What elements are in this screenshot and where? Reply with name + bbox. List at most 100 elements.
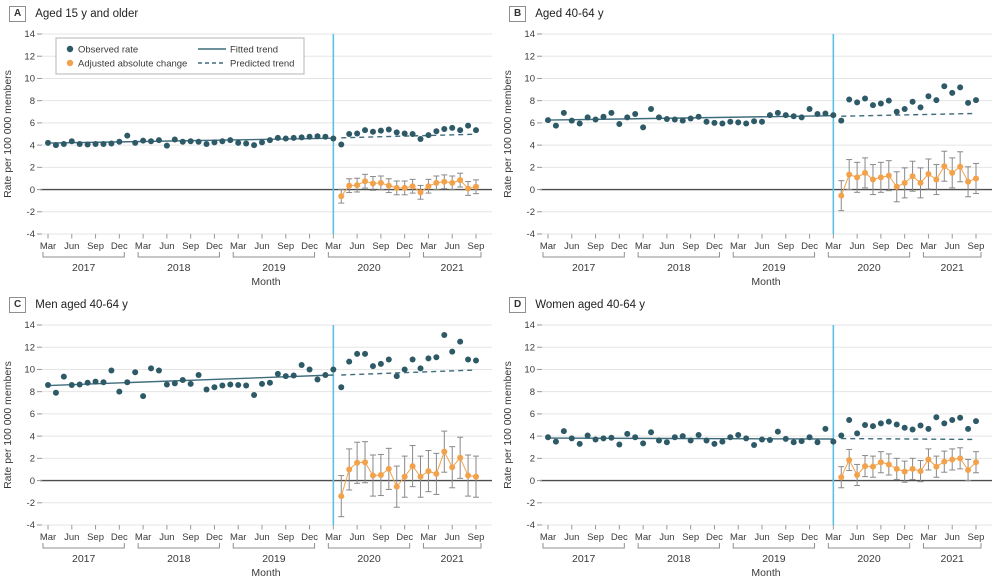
- svg-text:Sep: Sep: [372, 532, 389, 543]
- year-label: 2017: [72, 553, 96, 565]
- chart-panel-c: 14 12 10 8 6 4 2 0 -2 -4 Rate per 100 000 members M…: [2, 320, 492, 579]
- year-bracket: [827, 252, 911, 258]
- svg-text:Dec: Dec: [396, 241, 413, 252]
- svg-text:14: 14: [524, 320, 535, 331]
- svg-text:Dec: Dec: [396, 532, 413, 543]
- svg-text:-4: -4: [27, 520, 35, 531]
- svg-text:Mar: Mar: [325, 241, 341, 252]
- svg-text:Mar: Mar: [230, 241, 246, 252]
- year-bracket: [542, 252, 625, 258]
- year-label: 2020: [357, 553, 381, 565]
- panel-d-letter-badge: D: [509, 297, 527, 313]
- svg-text:-2: -2: [527, 207, 535, 218]
- svg-text:Jun: Jun: [445, 532, 460, 543]
- svg-text:Mar: Mar: [635, 241, 651, 252]
- svg-text:Dec: Dec: [611, 532, 628, 543]
- y-axis: 14 12 10 8 6 4 2 0 -2 -4: [524, 29, 542, 240]
- svg-text:14: 14: [24, 320, 35, 331]
- svg-text:Jun: Jun: [849, 241, 864, 252]
- year-label: 2019: [262, 262, 286, 274]
- svg-text:Sep: Sep: [468, 241, 485, 252]
- year-label: 2020: [857, 262, 881, 274]
- observed-pre-series: [545, 106, 837, 131]
- year-label: 2017: [572, 553, 596, 565]
- panel-a-title: Aged 15 y and older: [35, 8, 139, 20]
- svg-text:Dec: Dec: [301, 532, 318, 543]
- svg-text:2: 2: [530, 163, 535, 174]
- observed-post-series: [338, 122, 479, 148]
- svg-text:0: 0: [530, 476, 535, 487]
- svg-text:Jun: Jun: [64, 241, 79, 252]
- x-axis-label: Month: [251, 276, 280, 288]
- svg-text:Sep: Sep: [468, 532, 485, 543]
- svg-text:Jun: Jun: [754, 532, 769, 543]
- svg-text:Jun: Jun: [754, 241, 769, 252]
- svg-text:Sep: Sep: [682, 532, 699, 543]
- svg-text:14: 14: [24, 29, 35, 40]
- svg-text:Sep: Sep: [87, 532, 104, 543]
- observed-post-series: [338, 332, 479, 391]
- panel-c-letter-badge: C: [9, 297, 27, 313]
- svg-text:10: 10: [524, 74, 535, 85]
- svg-text:Jun: Jun: [945, 241, 960, 252]
- panel-d: D Women aged 40-64 y 14 12 10 8 6 4 2 0 -2 -4 Rate…: [500, 291, 1000, 582]
- year-bracket: [542, 543, 625, 549]
- panel-b: B Aged 40-64 y 14 12 10 8 6 4 2 0 -2 -4 Rate per 1…: [500, 0, 1000, 291]
- svg-text:Sep: Sep: [87, 241, 104, 252]
- x-axis: Mar Jun Sep Dec Mar Jun Sep Dec Mar Jun Sep Dec Mar J…: [540, 525, 984, 565]
- svg-text:Sep: Sep: [777, 532, 794, 543]
- svg-text:Mar: Mar: [920, 532, 936, 543]
- y-axis: 14 12 10 8 6 4 2 0 -2 -4: [24, 320, 42, 531]
- svg-text:Dec: Dec: [801, 241, 818, 252]
- svg-text:Mar: Mar: [730, 241, 746, 252]
- panel-a-header: A Aged 15 y and older: [0, 0, 500, 22]
- legend-observed-label: Observed rate: [78, 45, 138, 56]
- svg-text:4: 4: [530, 431, 535, 442]
- year-label: 2021: [441, 553, 465, 565]
- adjusted-change-series: [338, 448, 479, 500]
- observed-post-series: [838, 83, 979, 124]
- year-bracket: [42, 543, 125, 549]
- panel-c-header: C Men aged 40-64 y: [0, 291, 500, 313]
- x-axis-label: Month: [751, 276, 780, 288]
- svg-text:Sep: Sep: [777, 241, 794, 252]
- svg-text:4: 4: [530, 140, 535, 151]
- year-label: 2017: [72, 262, 96, 274]
- svg-text:Dec: Dec: [111, 241, 128, 252]
- svg-text:10: 10: [24, 365, 35, 376]
- svg-text:-2: -2: [527, 498, 535, 509]
- svg-text:Jun: Jun: [254, 241, 269, 252]
- svg-text:Mar: Mar: [40, 241, 56, 252]
- svg-text:Mar: Mar: [730, 532, 746, 543]
- year-label: 2018: [167, 262, 191, 274]
- year-bracket: [327, 543, 411, 549]
- svg-text:8: 8: [530, 387, 535, 398]
- y-axis: 14 12 10 8 6 4 2 0 -2 -4: [24, 29, 42, 240]
- year-label: 2020: [857, 553, 881, 565]
- y-axis-label: Rate per 100 000 members: [2, 70, 14, 198]
- svg-text:-2: -2: [27, 207, 35, 218]
- svg-text:Sep: Sep: [872, 241, 889, 252]
- year-label: 2021: [941, 553, 965, 565]
- year-bracket: [327, 252, 411, 258]
- adjusted-change-series: [838, 163, 979, 199]
- year-bracket: [732, 252, 816, 258]
- svg-text:14: 14: [524, 29, 535, 40]
- year-bracket: [922, 543, 982, 549]
- svg-text:Sep: Sep: [587, 532, 604, 543]
- panel-d-header: D Women aged 40-64 y: [500, 291, 1000, 313]
- svg-text:Mar: Mar: [635, 532, 651, 543]
- year-bracket: [137, 543, 220, 549]
- observed-post-series: [838, 414, 979, 439]
- svg-text:-4: -4: [27, 229, 35, 240]
- svg-text:Jun: Jun: [945, 532, 960, 543]
- svg-text:0: 0: [30, 476, 35, 487]
- year-label: 2019: [762, 553, 786, 565]
- chart-panel-a: 14 12 10 8 6 4 2 0 -2 -4 Rate per 100 000 members M…: [2, 29, 492, 288]
- svg-text:Mar: Mar: [40, 532, 56, 543]
- adjusted-change-connector: [840, 457, 977, 478]
- year-label: 2020: [357, 262, 381, 274]
- svg-text:Sep: Sep: [372, 241, 389, 252]
- observed-pre-series: [45, 132, 337, 149]
- panel-c-title: Men aged 40-64 y: [35, 299, 128, 311]
